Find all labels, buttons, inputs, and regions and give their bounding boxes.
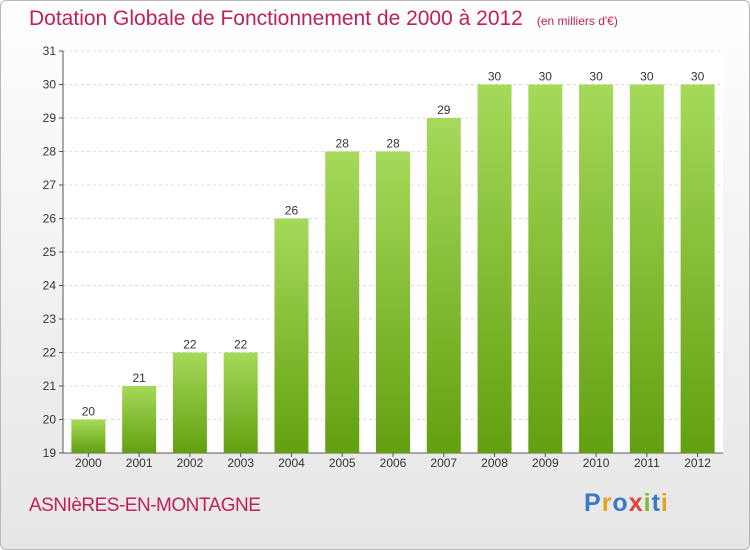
chart-title: Dotation Globale de Fonctionnement de 20…	[29, 7, 523, 30]
x-tick-label: 2006	[380, 456, 407, 470]
proxiti-logo: Proxiti	[584, 489, 669, 518]
y-tick-label: 21	[43, 379, 57, 393]
data-label: 30	[589, 70, 603, 84]
logo-letter: P	[584, 489, 602, 517]
x-tick-label: 2000	[75, 456, 102, 470]
y-tick-label: 25	[43, 245, 57, 259]
bar	[579, 84, 614, 453]
bar	[528, 84, 563, 453]
bar	[223, 352, 258, 453]
data-label: 28	[386, 137, 400, 151]
logo-letter: r	[601, 489, 613, 517]
commune-name: ASNIèRES-EN-MONTAGNE	[29, 495, 261, 516]
bar	[274, 218, 309, 453]
y-tick-label: 22	[43, 346, 57, 360]
chart-title-block: Dotation Globale de Fonctionnement de 20…	[29, 7, 618, 31]
x-tick-label: 2007	[430, 456, 457, 470]
data-label: 29	[437, 103, 451, 117]
x-tick-label: 2002	[177, 456, 204, 470]
logo-letter: o	[612, 489, 629, 517]
data-label: 30	[539, 70, 553, 84]
data-label: 30	[488, 70, 502, 84]
y-tick-label: 20	[43, 413, 57, 427]
y-tick-label: 19	[43, 446, 57, 460]
data-label: 22	[234, 338, 248, 352]
y-tick-label: 27	[43, 178, 57, 192]
x-tick-label: 2001	[126, 456, 153, 470]
logo-letter: i	[643, 489, 652, 517]
y-tick-label: 24	[43, 279, 57, 293]
x-tick-label: 2003	[227, 456, 254, 470]
y-tick-label: 31	[43, 44, 57, 58]
x-tick-label: 2012	[684, 456, 711, 470]
bar	[172, 352, 207, 453]
y-tick-label: 29	[43, 111, 57, 125]
y-tick-label: 23	[43, 312, 57, 326]
data-label: 21	[132, 371, 146, 385]
x-tick-label: 2011	[634, 456, 660, 470]
bar	[376, 151, 410, 453]
bar	[477, 84, 512, 453]
logo-letter: t	[651, 489, 661, 517]
bar	[71, 419, 106, 453]
logo-letter: i	[660, 489, 669, 517]
bar	[122, 386, 157, 453]
logo-letter: x	[628, 489, 644, 517]
bar	[629, 84, 664, 453]
x-tick-label: 2005	[329, 456, 356, 470]
data-label: 30	[691, 70, 705, 84]
chart-subtitle: (en milliers d'€)	[536, 14, 618, 28]
data-label: 20	[82, 405, 96, 419]
y-tick-label: 28	[43, 145, 57, 159]
x-tick-label: 2009	[532, 456, 559, 470]
data-label: 22	[183, 338, 197, 352]
bar	[325, 151, 360, 453]
bar	[680, 84, 715, 453]
data-label: 28	[336, 137, 350, 151]
y-tick-label: 26	[43, 212, 57, 226]
data-label: 26	[285, 204, 299, 218]
bar	[426, 118, 461, 453]
x-tick-label: 2004	[278, 456, 305, 470]
x-tick-label: 2010	[583, 456, 610, 470]
data-label: 30	[640, 70, 654, 84]
x-tick-label: 2008	[481, 456, 508, 470]
y-tick-label: 30	[43, 78, 57, 92]
